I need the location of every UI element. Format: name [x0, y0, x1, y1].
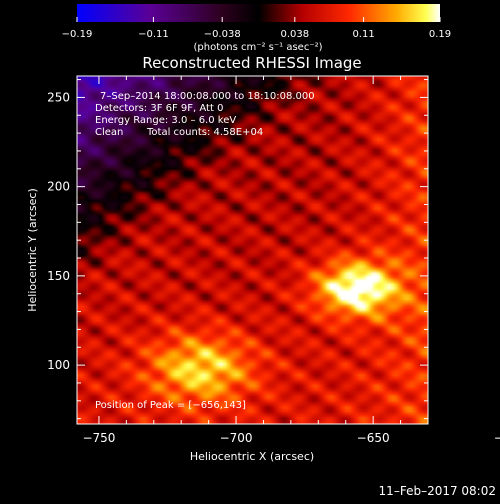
axis-ticks: [77, 76, 429, 424]
chart-title: Reconstructed RHESSI Image: [142, 54, 361, 72]
x-tick-label: −600: [494, 431, 500, 445]
y-axis-tick-labels: 100 150 200 250: [47, 90, 70, 372]
colorbar-ticks: [76, 17, 441, 22]
x-tick-label: −650: [357, 431, 390, 445]
x-tick-label: −750: [82, 431, 115, 445]
annotation-total-counts: Total counts: 4.58E+04: [146, 127, 263, 138]
colorbar-tick-label: 0.11: [352, 29, 374, 40]
annotation-time-range: 7–Sep–2014 18:00:08.000 to 18:10:08.000: [100, 91, 315, 102]
annotation-peak-position: Position of Peak = [−656,143]: [95, 400, 246, 411]
annotation-algorithm: Clean: [95, 127, 123, 138]
colorbar: [77, 4, 440, 22]
heatmap-image: [77, 76, 428, 424]
y-tick-label: 150: [47, 269, 70, 283]
colorbar-units-label: (photons cm⁻² s⁻¹ asec⁻²): [193, 42, 322, 53]
colorbar-tick-label: 0.038: [280, 29, 309, 40]
colorbar-tick-label: −0.19: [62, 29, 93, 40]
y-tick-label: 250: [47, 90, 70, 104]
plot-frame: [76, 75, 429, 425]
annotation-detectors: Detectors: 3F 6F 9F, Att 0: [95, 103, 223, 114]
colorbar-tick-label: −0.11: [138, 29, 169, 40]
y-tick-label: 200: [47, 180, 70, 194]
y-axis-label: Heliocentric Y (arcsec): [26, 188, 39, 312]
x-axis-label: Heliocentric X (arcsec): [190, 450, 314, 463]
colorbar-tick-label: 0.19: [429, 29, 451, 40]
colorbar-tick-label: −0.038: [204, 29, 241, 40]
x-tick-label: −700: [220, 431, 253, 445]
colorbar-tick-labels: −0.19 −0.11 −0.038 0.038 0.11 0.19: [62, 29, 451, 40]
y-tick-label: 100: [47, 358, 70, 372]
annotation-energy-range: Energy Range: 3.0 – 6.0 keV: [95, 115, 236, 126]
footer-timestamp: 11–Feb–2017 08:02: [379, 484, 496, 498]
x-axis-tick-labels: −750 −700 −650 −600: [82, 431, 500, 445]
